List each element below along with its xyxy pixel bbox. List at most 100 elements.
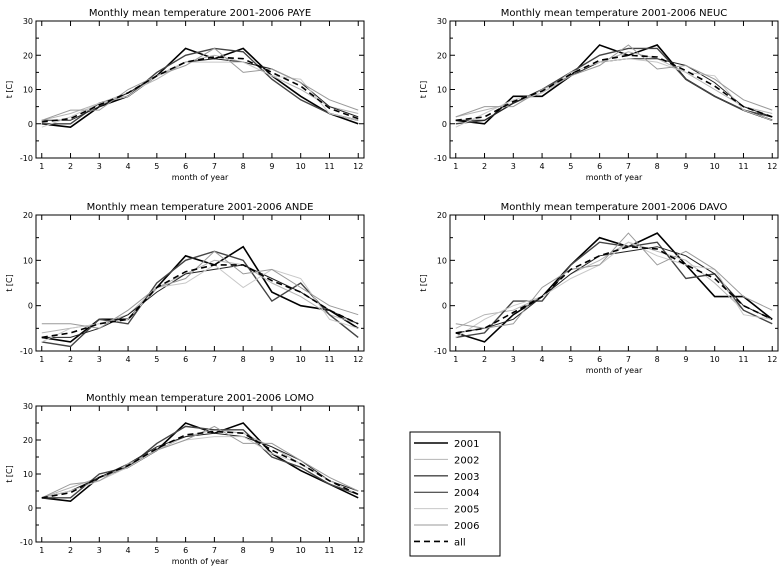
- x-tick-label: 3: [97, 162, 102, 171]
- y-axis-label: t [C]: [419, 274, 428, 292]
- x-tick-label: 8: [241, 162, 246, 171]
- y-tick-label: 0: [442, 120, 447, 129]
- y-tick-label: 20: [23, 211, 33, 220]
- x-tick-label: 2: [482, 162, 487, 171]
- panel-2: Monthly mean temperature 2001-2006 ANDE -…: [5, 202, 365, 364]
- y-tick-label: -10: [20, 538, 33, 547]
- x-tick-label: 11: [738, 355, 748, 364]
- x-tick-label: 9: [683, 162, 688, 171]
- x-tick-label: 6: [597, 355, 602, 364]
- x-tick-label: 5: [154, 355, 159, 364]
- legend-label: 2001: [454, 439, 479, 450]
- series-line-2003: [41, 250, 359, 348]
- y-tick-label: 10: [23, 256, 33, 265]
- x-tick-label: 7: [212, 162, 217, 171]
- y-axis-label: t [C]: [5, 465, 14, 483]
- x-tick-label: 2: [68, 355, 73, 364]
- x-tick-label: 3: [97, 355, 102, 364]
- legend-label: 2006: [454, 521, 479, 532]
- legend: 2001 2002 2003 2004 2005 2006 all: [409, 431, 501, 557]
- legend-box: [409, 431, 501, 557]
- x-tick-label: 6: [597, 162, 602, 171]
- legend-label: 2004: [454, 488, 479, 499]
- series-line-2006: [455, 232, 773, 329]
- x-tick-label: 3: [97, 546, 102, 555]
- x-tick-label: 2: [482, 355, 487, 364]
- legend-label: 2003: [454, 472, 479, 483]
- series-line-2004: [455, 58, 773, 121]
- chart-title: Monthly mean temperature 2001-2006 PAYE: [89, 8, 311, 19]
- x-tick-label: 12: [767, 355, 777, 364]
- series-line-2003: [455, 241, 773, 339]
- x-tick-label: 7: [212, 546, 217, 555]
- x-tick-label: 3: [511, 355, 516, 364]
- x-tick-label: 5: [568, 355, 573, 364]
- x-tick-label: 11: [324, 162, 334, 171]
- x-tick-label: 1: [39, 546, 44, 555]
- x-tick-label: 9: [269, 546, 274, 555]
- chart-title: Monthly mean temperature 2001-2006 DAVO: [501, 202, 728, 213]
- panel-1: Monthly mean temperature 2001-2006 NEUC -…: [419, 8, 779, 182]
- x-tick-label: 8: [241, 355, 246, 364]
- x-tick-label: 5: [154, 546, 159, 555]
- x-tick-label: 1: [453, 162, 458, 171]
- series-line-all: [455, 245, 773, 334]
- plot-frame: [35, 20, 365, 159]
- legend-label: 2002: [454, 455, 479, 466]
- series-line-2003: [41, 425, 359, 499]
- x-tick-label: 10: [296, 355, 306, 364]
- y-tick-label: 20: [23, 51, 33, 60]
- series-line-2006: [41, 425, 359, 499]
- series-line-2006: [41, 47, 359, 121]
- y-tick-label: 10: [437, 86, 447, 95]
- x-tick-label: 2: [68, 546, 73, 555]
- series-line-2005: [455, 241, 773, 338]
- x-tick-label: 10: [710, 355, 720, 364]
- series-line-all: [41, 56, 359, 123]
- x-tick-label: 12: [353, 355, 363, 364]
- y-tick-label: -10: [20, 154, 33, 163]
- legend-label: all: [454, 537, 466, 548]
- y-tick-label: 30: [23, 17, 33, 26]
- x-axis-label: month of year: [586, 173, 643, 182]
- legend-label: 2005: [454, 505, 479, 516]
- y-tick-label: 30: [23, 402, 33, 411]
- series-line-2002: [41, 54, 359, 121]
- y-tick-label: -10: [434, 154, 447, 163]
- x-tick-label: 4: [126, 355, 131, 364]
- x-tick-label: 8: [241, 546, 246, 555]
- x-tick-label: 5: [568, 162, 573, 171]
- x-tick-label: 9: [269, 355, 274, 364]
- x-tick-label: 4: [126, 546, 131, 555]
- x-tick-label: 4: [540, 162, 545, 171]
- panel-3: Monthly mean temperature 2001-2006 DAVO -…: [419, 202, 779, 375]
- x-tick-label: 10: [296, 546, 306, 555]
- x-tick-label: 4: [540, 355, 545, 364]
- series-line-2002: [41, 429, 359, 499]
- x-axis-label: month of year: [586, 366, 643, 375]
- x-tick-label: 6: [183, 546, 188, 555]
- x-tick-label: 11: [738, 162, 748, 171]
- series-line-2006: [455, 44, 773, 118]
- series-line-2005: [455, 58, 773, 128]
- y-tick-label: 30: [437, 17, 447, 26]
- y-tick-label: 20: [437, 51, 447, 60]
- x-tick-label: 3: [511, 162, 516, 171]
- y-axis-label: t [C]: [419, 81, 428, 99]
- series-line-2004: [41, 432, 359, 499]
- panel-0: Monthly mean temperature 2001-2006 PAYE -…: [5, 8, 365, 182]
- series-line-2004: [455, 246, 773, 334]
- x-tick-label: 10: [710, 162, 720, 171]
- x-axis-label: month of year: [172, 173, 229, 182]
- y-axis-label: t [C]: [5, 274, 14, 292]
- chart-title: Monthly mean temperature 2001-2006 LOMO: [86, 393, 314, 404]
- x-tick-label: 10: [296, 162, 306, 171]
- x-tick-label: 12: [353, 162, 363, 171]
- x-tick-label: 1: [39, 162, 44, 171]
- y-tick-label: 0: [442, 302, 447, 311]
- x-tick-label: 1: [453, 355, 458, 364]
- y-tick-label: 0: [28, 302, 33, 311]
- y-tick-label: -10: [434, 347, 447, 356]
- series-line-all: [455, 54, 773, 122]
